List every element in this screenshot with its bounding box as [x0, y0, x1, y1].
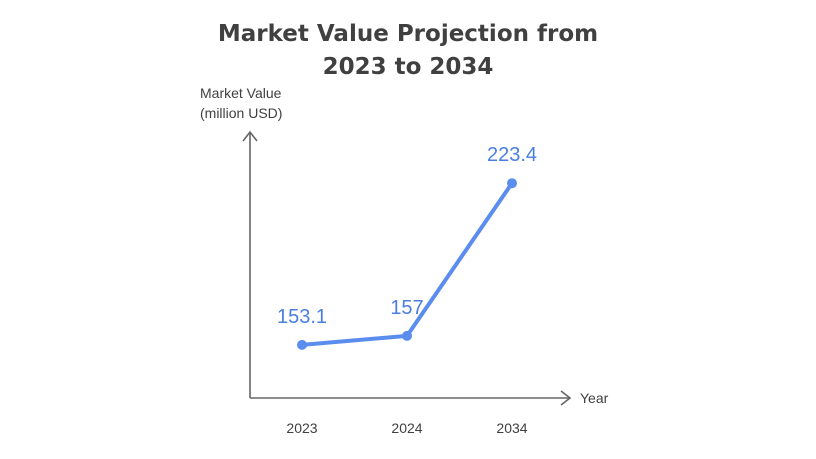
x-axis-label: Year [580, 390, 609, 406]
chart-title-line-1: Market Value Projection from [217, 21, 599, 47]
data-label-2023: 153.1 [277, 306, 327, 328]
y-axis-label-line-1: Market Value [200, 85, 282, 101]
data-point-2034 [507, 178, 517, 189]
series-line [300, 181, 514, 347]
chart-title-line-2: 2023 to 2034 [322, 54, 494, 80]
x-axis-arrow [560, 390, 572, 406]
y-axis-label-line-2: (million USD) [200, 105, 282, 121]
y-axis-arrow [242, 130, 258, 142]
data-point-2023 [297, 339, 307, 350]
y-axis [242, 130, 258, 398]
x-tick-label-2023: 2023 [286, 420, 317, 436]
x-tick-label-2034: 2034 [496, 420, 527, 436]
x-axis [250, 390, 572, 406]
chart-title: Market Value Projection from 2023 to 203… [0, 18, 816, 84]
data-point-2024 [402, 330, 412, 341]
plot-area: 153.1 2023 157 2024 223.4 2034 [277, 144, 537, 436]
x-tick-label-2024: 2024 [391, 420, 422, 436]
data-label-2034: 223.4 [487, 144, 537, 166]
data-label-2024: 157 [390, 297, 423, 319]
